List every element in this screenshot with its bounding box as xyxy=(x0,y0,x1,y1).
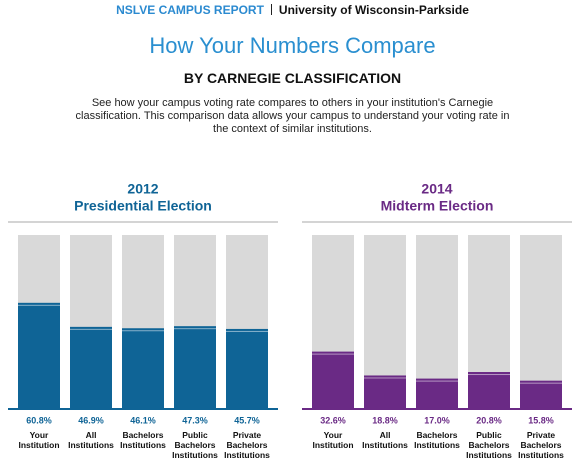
value-label: 15.8% xyxy=(528,415,554,425)
bar xyxy=(226,328,268,408)
bar-highlight xyxy=(468,374,510,376)
category-label: All Institutions xyxy=(362,430,408,450)
value-label: 18.8% xyxy=(372,415,398,425)
page-title: How Your Numbers Compare xyxy=(149,33,436,58)
category-label: All Institutions xyxy=(68,430,114,450)
bar-background xyxy=(520,235,562,408)
chart-title: 2014 xyxy=(421,181,452,197)
chart-subtitle: Midterm Election xyxy=(381,198,494,214)
value-label: 47.3% xyxy=(182,415,208,425)
category-label: Bachelors Institutions xyxy=(120,430,166,450)
report-header: NSLVE CAMPUS REPORT University of Wiscons… xyxy=(0,3,585,17)
bar-highlight xyxy=(122,330,164,332)
bar xyxy=(468,372,510,408)
bar xyxy=(312,351,354,408)
bar-highlight xyxy=(364,377,406,379)
campus-name: University of Wisconsin-Parkside xyxy=(278,3,469,17)
category-label: Private Bachelors Institutions xyxy=(518,430,564,460)
bar xyxy=(364,375,406,408)
bar xyxy=(520,380,562,408)
value-label: 45.7% xyxy=(234,415,260,425)
description: See how your campus voting rate compares… xyxy=(75,97,510,135)
category-label: Public Bachelors Institutions xyxy=(172,430,218,460)
bar xyxy=(122,328,164,408)
chart-subtitle: Presidential Election xyxy=(74,198,212,214)
bar-highlight xyxy=(312,353,354,355)
bar-highlight xyxy=(174,328,216,330)
value-label: 20.8% xyxy=(476,415,502,425)
value-label: 46.1% xyxy=(130,415,156,425)
page-subtitle: BY CARNEGIE CLASSIFICATION xyxy=(183,70,402,86)
bar-highlight xyxy=(520,382,562,384)
bar-highlight xyxy=(226,330,268,332)
category-label: Private Bachelors Institutions xyxy=(224,430,270,460)
category-label: Your Institution xyxy=(312,430,353,450)
bar-highlight xyxy=(18,304,60,306)
bar xyxy=(174,326,216,408)
value-label: 17.0% xyxy=(424,415,450,425)
bar xyxy=(416,378,458,408)
chart-title: 2012 xyxy=(127,181,158,197)
category-label: Bachelors Institutions xyxy=(414,430,460,450)
bar-highlight xyxy=(70,328,112,330)
separator xyxy=(270,4,272,15)
category-label: Public Bachelors Institutions xyxy=(466,430,512,460)
value-label: 60.8% xyxy=(26,415,52,425)
category-label: Your Institution xyxy=(18,430,59,450)
bar xyxy=(70,326,112,408)
bar xyxy=(18,302,60,408)
bar-highlight xyxy=(416,380,458,382)
report-name: NSLVE CAMPUS REPORT xyxy=(116,3,264,17)
value-label: 46.9% xyxy=(78,415,104,425)
value-label: 32.6% xyxy=(320,415,346,425)
